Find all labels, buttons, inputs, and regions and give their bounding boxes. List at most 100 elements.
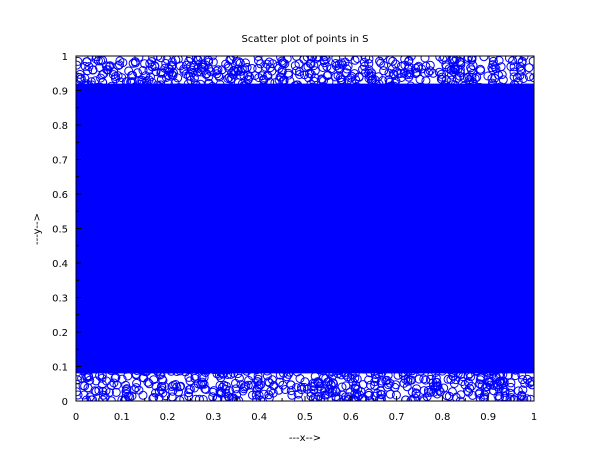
scatter-point <box>91 292 100 301</box>
scatter-point <box>141 328 151 338</box>
scatter-point <box>338 305 348 315</box>
scatter-point <box>254 352 264 362</box>
scatter-point <box>212 369 222 379</box>
scatter-point <box>453 153 463 163</box>
scatter-point <box>515 118 524 128</box>
scatter-point <box>125 155 135 165</box>
scatter-point <box>492 89 502 99</box>
scatter-point <box>196 238 206 248</box>
scatter-point <box>124 183 134 193</box>
scatter-point <box>434 351 444 360</box>
scatter-point <box>318 63 328 72</box>
scatter-point <box>180 283 190 293</box>
scatter-point <box>272 234 282 244</box>
scatter-point <box>519 244 529 254</box>
scatter-point <box>254 235 264 245</box>
scatter-point <box>383 276 393 286</box>
scatter-point <box>501 210 511 220</box>
scatter-point <box>233 369 243 379</box>
scatter-point <box>275 342 285 351</box>
scatter-point <box>154 127 164 137</box>
scatter-point <box>260 240 269 250</box>
scatter-point <box>251 120 261 130</box>
scatter-point <box>528 56 534 66</box>
scatter-point <box>412 208 422 218</box>
scatter-point <box>217 113 227 123</box>
scatter-point <box>78 121 88 131</box>
scatter-point <box>342 236 352 245</box>
scatter-point <box>371 239 381 249</box>
scatter-point <box>298 112 308 122</box>
scatter-point <box>82 301 92 311</box>
scatter-point <box>228 263 238 273</box>
scatter-point <box>327 325 337 335</box>
scatter-point <box>412 158 422 168</box>
scatter-point <box>441 353 451 363</box>
scatter-point <box>453 314 463 324</box>
scatter-point <box>248 229 258 239</box>
scatter-point <box>431 182 441 192</box>
scatter-point <box>114 207 124 217</box>
scatter-point <box>437 366 447 376</box>
scatter-point <box>519 194 529 204</box>
scatter-point <box>178 353 188 363</box>
scatter-point <box>523 322 533 332</box>
scatter-point <box>406 297 416 307</box>
scatter-point <box>492 121 502 131</box>
scatter-point <box>514 144 523 154</box>
scatter-point <box>149 393 159 401</box>
scatter-point <box>491 349 501 359</box>
scatter-point <box>366 313 376 323</box>
scatter-point <box>388 270 398 280</box>
scatter-point <box>504 156 514 166</box>
scatter-point <box>249 248 259 257</box>
scatter-point <box>301 202 311 211</box>
scatter-point <box>172 354 181 364</box>
scatter-point <box>400 150 410 160</box>
scatter-point <box>126 209 135 219</box>
scatter-point <box>290 110 300 120</box>
scatter-point <box>488 56 498 66</box>
scatter-point <box>111 72 120 81</box>
scatter-point <box>328 378 338 388</box>
scatter-point <box>446 230 456 240</box>
scatter-point <box>115 77 125 87</box>
scatter-point <box>428 200 437 210</box>
scatter-point <box>366 335 375 345</box>
scatter-point <box>169 219 179 229</box>
scatter-point <box>406 246 416 256</box>
scatter-point <box>280 346 290 356</box>
scatter-point <box>498 273 508 283</box>
scatter-point <box>426 276 436 286</box>
scatter-point <box>375 362 384 372</box>
scatter-point <box>390 81 399 91</box>
scatter-point <box>200 102 209 112</box>
scatter-point <box>154 314 164 324</box>
scatter-point <box>144 223 154 233</box>
scatter-point <box>144 249 154 258</box>
scatter-point <box>271 207 281 217</box>
scatter-point <box>88 172 98 182</box>
scatter-point <box>221 158 231 168</box>
scatter-point <box>518 105 528 115</box>
scatter-point <box>133 361 143 371</box>
scatter-point <box>425 96 435 106</box>
scatter-point <box>408 369 418 378</box>
scatter-point <box>111 387 121 397</box>
scatter-point <box>254 200 264 210</box>
scatter-point <box>205 325 215 334</box>
scatter-point <box>168 386 178 396</box>
scatter-point <box>479 56 489 62</box>
scatter-point <box>385 289 395 299</box>
scatter-point <box>203 249 212 259</box>
scatter-point <box>467 290 477 299</box>
scatter-point <box>494 229 504 239</box>
scatter-point <box>161 318 171 328</box>
scatter-point <box>78 261 88 271</box>
scatter-point <box>436 274 445 284</box>
scatter-point <box>228 177 238 187</box>
scatter-point <box>401 170 411 180</box>
scatter-point <box>107 238 116 248</box>
scatter-point <box>344 95 354 105</box>
scatter-point <box>81 343 91 353</box>
